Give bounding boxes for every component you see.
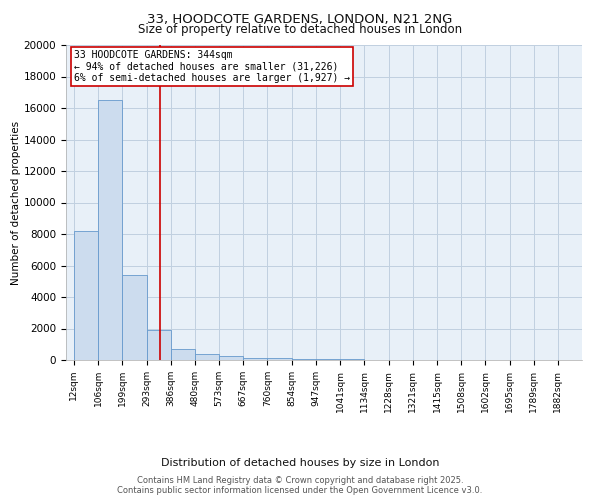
Bar [244,358,268,360]
Bar [122,275,146,360]
Bar [268,358,292,360]
Text: Size of property relative to detached houses in London: Size of property relative to detached ho… [138,22,462,36]
Bar [316,359,340,360]
Bar [292,358,316,360]
Bar [74,231,98,360]
Bar [219,356,244,360]
Bar [170,349,195,360]
Text: Distribution of detached houses by size in London: Distribution of detached houses by size … [161,458,439,468]
Text: Contains HM Land Registry data © Crown copyright and database right 2025.
Contai: Contains HM Land Registry data © Crown c… [118,476,482,495]
Bar [146,330,170,360]
Text: 33 HOODCOTE GARDENS: 344sqm
← 94% of detached houses are smaller (31,226)
6% of : 33 HOODCOTE GARDENS: 344sqm ← 94% of det… [74,50,350,83]
Bar [98,100,122,360]
Text: 33, HOODCOTE GARDENS, LONDON, N21 2NG: 33, HOODCOTE GARDENS, LONDON, N21 2NG [148,12,452,26]
Bar [195,354,219,360]
Y-axis label: Number of detached properties: Number of detached properties [11,120,21,284]
